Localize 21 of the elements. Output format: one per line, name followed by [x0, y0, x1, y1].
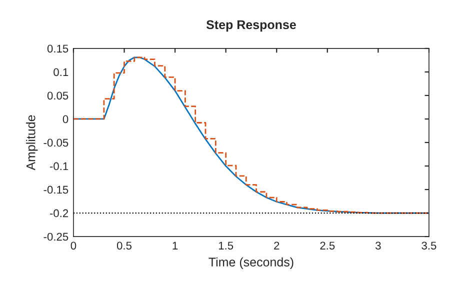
x-tick-label: 1: [172, 242, 178, 250]
chart-title: Step Response: [206, 20, 296, 32]
line-series: [73, 56, 429, 214]
x-tick-label: 1.5: [218, 242, 234, 250]
x-tick-label: 2: [274, 242, 280, 250]
y-tick-label: -0.2: [50, 209, 68, 218]
x-tick-label: 0.5: [116, 242, 132, 250]
x-tick-label: 0: [70, 242, 76, 250]
x-tick-label: 3.5: [422, 242, 436, 250]
x-tick-label: 3: [376, 242, 381, 250]
y-tick-label: 0.05: [47, 92, 68, 100]
y-axis-title: Amplitude: [26, 115, 38, 170]
y-tick-label: 0.1: [54, 68, 68, 76]
y-tick-label: 0.15: [47, 44, 68, 53]
x-tick-label: 2.5: [320, 242, 335, 250]
y-tick-label: -0.25: [44, 232, 68, 241]
y-tick-label: -0.15: [44, 186, 68, 194]
y-tick-label: 0: [62, 115, 68, 124]
y-tick-label: -0.1: [50, 162, 68, 170]
y-tick-label: -0.05: [44, 138, 68, 147]
x-axis-title: Time (seconds): [208, 257, 294, 269]
